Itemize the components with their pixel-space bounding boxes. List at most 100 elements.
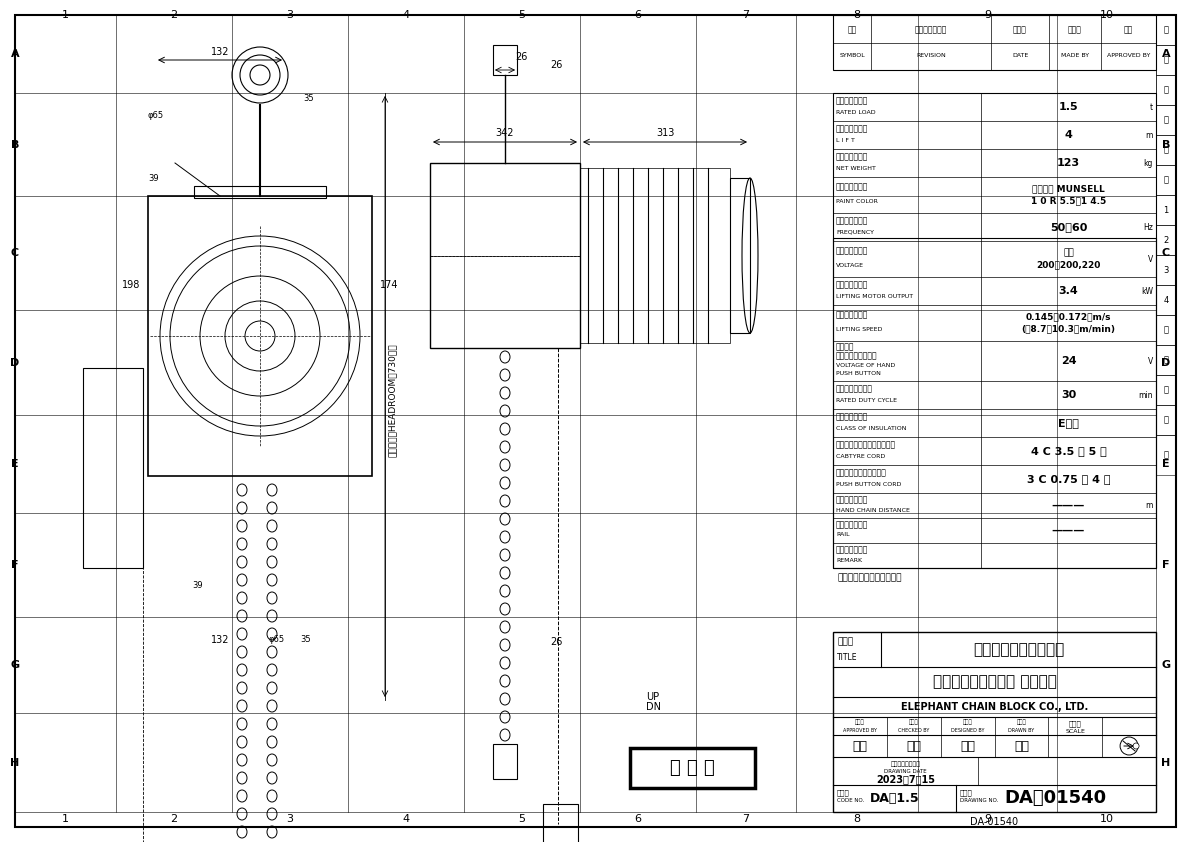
Text: VOLTAGE OF HAND: VOLTAGE OF HAND bbox=[836, 363, 896, 367]
Text: 8: 8 bbox=[854, 814, 861, 824]
Text: DATE: DATE bbox=[1012, 53, 1028, 57]
Text: 4: 4 bbox=[1164, 296, 1168, 305]
Bar bbox=[1156, 255, 1176, 285]
Text: LIFTING SPEED: LIFTING SPEED bbox=[836, 327, 883, 332]
Text: A: A bbox=[1161, 49, 1171, 59]
Text: 製図　年　月　日: 製図 年 月 日 bbox=[891, 761, 921, 767]
Text: 塗　　装　　色: 塗 装 色 bbox=[836, 183, 868, 192]
Text: (　8.7／10.3　m/min): ( 8.7／10.3 m/min) bbox=[1022, 324, 1116, 333]
Bar bbox=[83, 368, 143, 568]
Bar bbox=[1156, 165, 1176, 195]
Bar bbox=[1156, 375, 1176, 405]
Text: B: B bbox=[11, 140, 19, 150]
Text: 5: 5 bbox=[518, 814, 525, 824]
Bar bbox=[1156, 315, 1176, 345]
Text: LIFTING MOTOR OUTPUT: LIFTING MOTOR OUTPUT bbox=[836, 294, 913, 299]
Text: m: m bbox=[1146, 501, 1153, 510]
Text: 39: 39 bbox=[192, 580, 202, 589]
Bar bbox=[833, 632, 1156, 812]
Text: Hz: Hz bbox=[1143, 222, 1153, 232]
Text: 200／200,220: 200／200,220 bbox=[1036, 260, 1100, 269]
Text: 管: 管 bbox=[1164, 175, 1168, 184]
Text: B: B bbox=[1161, 140, 1171, 150]
Text: マンセル MUNSELL: マンセル MUNSELL bbox=[1033, 184, 1105, 194]
Text: 操作用押ボタン電圧: 操作用押ボタン電圧 bbox=[836, 352, 878, 360]
Text: 質: 質 bbox=[1164, 386, 1168, 395]
Text: 5: 5 bbox=[518, 10, 525, 20]
Text: 26: 26 bbox=[550, 637, 562, 647]
Text: 3: 3 bbox=[287, 814, 293, 824]
Text: SYMBOL: SYMBOL bbox=[840, 53, 865, 57]
Text: RATED DUTY CYCLE: RATED DUTY CYCLE bbox=[836, 397, 897, 402]
Text: 玉井: 玉井 bbox=[906, 739, 922, 753]
Text: 周　　波　　数: 周 波 数 bbox=[836, 216, 868, 226]
Text: 自　　　　　重: 自 重 bbox=[836, 152, 868, 162]
Text: F: F bbox=[1162, 560, 1170, 570]
Bar bbox=[580, 168, 730, 343]
Bar bbox=[833, 15, 1156, 70]
Text: V: V bbox=[1148, 356, 1153, 365]
Text: 記入者: 記入者 bbox=[1068, 25, 1081, 35]
Text: 設: 設 bbox=[1164, 25, 1168, 35]
Bar bbox=[1156, 195, 1176, 225]
Text: 橋本: 橋本 bbox=[960, 739, 975, 753]
Bar bbox=[542, 804, 578, 842]
Text: DESIGNED BY: DESIGNED BY bbox=[950, 728, 984, 733]
Text: 定　格（巻上時）: 定 格（巻上時） bbox=[836, 384, 873, 393]
Text: CLASS OF INSULATION: CLASS OF INSULATION bbox=[836, 425, 906, 430]
Text: 巻上電動機出力: 巻上電動機出力 bbox=[836, 280, 868, 290]
Text: D: D bbox=[1161, 358, 1171, 367]
Text: 35: 35 bbox=[300, 636, 311, 644]
Text: 参 考 図: 参 考 図 bbox=[671, 759, 715, 777]
Text: 26: 26 bbox=[515, 52, 528, 62]
Text: 1.5: 1.5 bbox=[1059, 102, 1078, 112]
Text: 管: 管 bbox=[1164, 415, 1168, 424]
Text: 計: 計 bbox=[1164, 450, 1168, 460]
Text: 尺　度: 尺 度 bbox=[1068, 720, 1081, 727]
Text: PUSH BUTTON CORD: PUSH BUTTON CORD bbox=[836, 482, 902, 487]
Text: 0.145／0.172　m/s: 0.145／0.172 m/s bbox=[1025, 312, 1111, 322]
Text: 4 C 3.5 ㎟ 5 ｍ: 4 C 3.5 ㎟ 5 ｍ bbox=[1030, 446, 1106, 456]
Bar bbox=[1156, 15, 1176, 45]
Text: 10: 10 bbox=[1099, 10, 1114, 20]
Text: G: G bbox=[11, 660, 19, 670]
Text: 6: 6 bbox=[635, 814, 642, 824]
Text: 換: 換 bbox=[1164, 355, 1168, 365]
Text: 3.4: 3.4 bbox=[1059, 286, 1078, 296]
Text: D: D bbox=[11, 358, 19, 367]
Text: 4: 4 bbox=[1065, 130, 1072, 140]
Text: CHECKED BY: CHECKED BY bbox=[898, 728, 929, 733]
Text: kg: kg bbox=[1143, 158, 1153, 168]
Text: 198: 198 bbox=[121, 280, 141, 290]
Bar bbox=[1156, 135, 1176, 165]
Text: FREQUENCY: FREQUENCY bbox=[836, 230, 874, 235]
Bar bbox=[493, 744, 517, 779]
Text: 132: 132 bbox=[211, 635, 229, 645]
Text: 9: 9 bbox=[984, 814, 991, 824]
Text: TITLE: TITLE bbox=[837, 653, 858, 663]
Text: 出: 出 bbox=[1164, 86, 1168, 94]
Text: H: H bbox=[1161, 758, 1171, 768]
Text: 図　番: 図 番 bbox=[960, 790, 973, 797]
Text: 174: 174 bbox=[380, 280, 399, 290]
Bar bbox=[1156, 45, 1176, 75]
Text: 名　称: 名 称 bbox=[837, 637, 853, 647]
Text: 4: 4 bbox=[403, 10, 410, 20]
Text: C: C bbox=[11, 248, 19, 258]
Text: PAINT COLOR: PAINT COLOR bbox=[836, 199, 878, 204]
Text: 揚　　　　　程: 揚 程 bbox=[836, 125, 868, 133]
Text: CABTYRE CORD: CABTYRE CORD bbox=[836, 454, 885, 459]
Text: kW: kW bbox=[1141, 286, 1153, 296]
Text: 承認: 承認 bbox=[1124, 25, 1133, 35]
Text: 象印チェンブロック 株式会社: 象印チェンブロック 株式会社 bbox=[933, 674, 1056, 690]
Text: E　種: E 種 bbox=[1058, 418, 1079, 428]
Text: DA－1.5: DA－1.5 bbox=[869, 792, 919, 805]
Text: MADE BY: MADE BY bbox=[1061, 53, 1089, 57]
Text: 査: 査 bbox=[1164, 146, 1168, 154]
Text: G: G bbox=[1161, 660, 1171, 670]
Text: RAIL: RAIL bbox=[836, 532, 849, 537]
Text: 設計者: 設計者 bbox=[962, 720, 973, 725]
Text: 確認者: 確認者 bbox=[909, 720, 918, 725]
Text: 10: 10 bbox=[1099, 814, 1114, 824]
Text: ロードチェーン種類：標準: ロードチェーン種類：標準 bbox=[837, 573, 902, 583]
